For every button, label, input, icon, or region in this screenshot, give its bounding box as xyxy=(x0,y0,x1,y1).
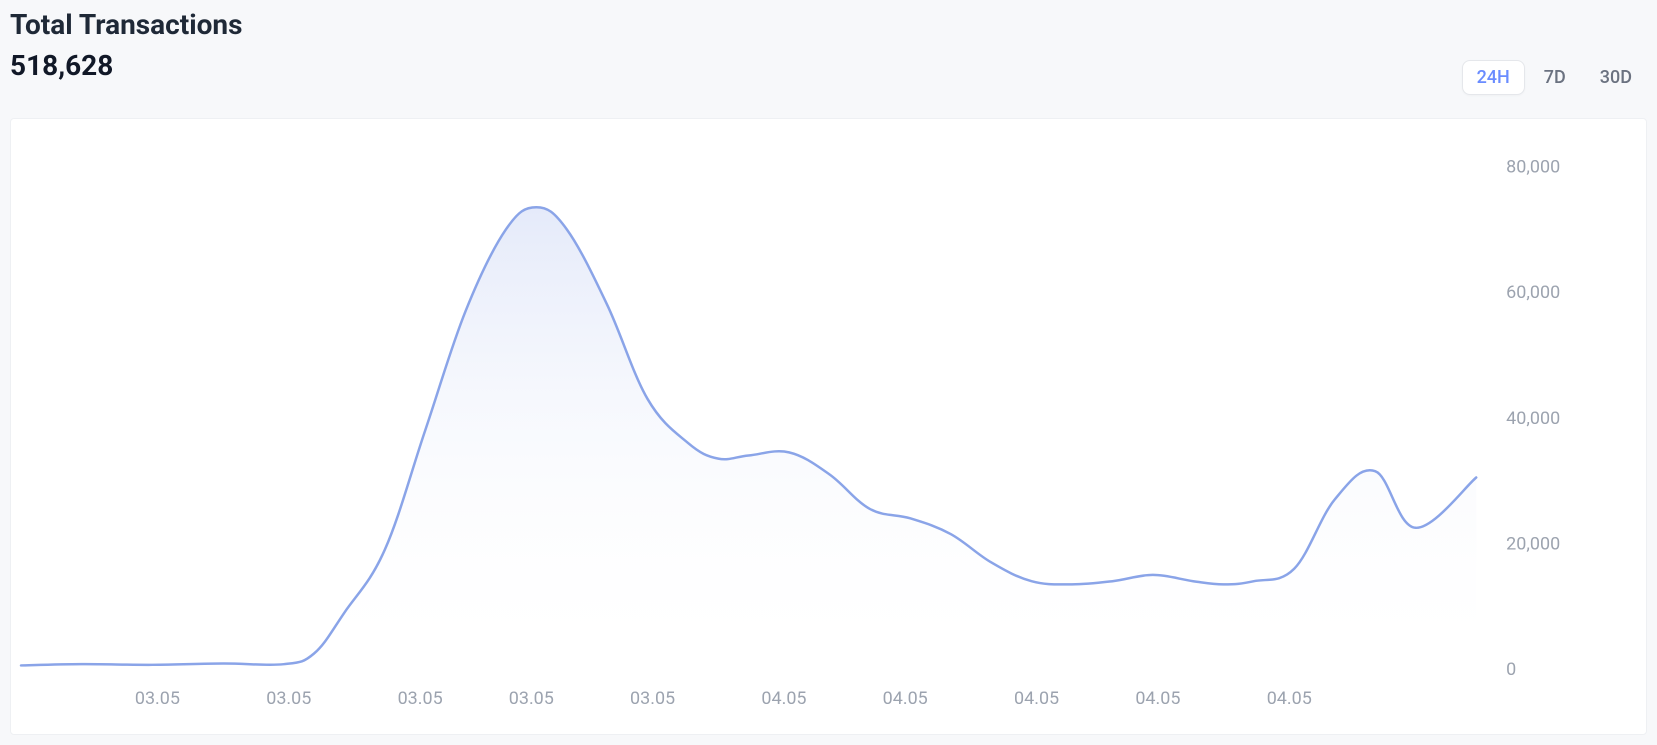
y-tick-label: 80,000 xyxy=(1506,156,1560,177)
time-range-toggle: 24H7D30D xyxy=(1462,60,1647,95)
x-tick-label: 04.05 xyxy=(1014,688,1059,709)
y-tick-label: 20,000 xyxy=(1506,533,1560,554)
x-tick-label: 04.05 xyxy=(883,688,928,709)
y-tick-label: 60,000 xyxy=(1506,282,1560,303)
range-30d[interactable]: 30D xyxy=(1585,60,1647,95)
range-24h[interactable]: 24H xyxy=(1462,60,1525,95)
total-value: 518,628 xyxy=(10,49,1647,82)
x-tick-label: 03.05 xyxy=(509,688,554,709)
x-tick-label: 04.05 xyxy=(761,688,806,709)
x-tick-label: 03.05 xyxy=(266,688,311,709)
x-tick-label: 03.05 xyxy=(398,688,443,709)
x-tick-label: 04.05 xyxy=(1135,688,1180,709)
range-7d[interactable]: 7D xyxy=(1529,60,1581,95)
y-tick-label: 40,000 xyxy=(1506,408,1560,429)
x-tick-label: 03.05 xyxy=(630,688,675,709)
x-tick-label: 04.05 xyxy=(1267,688,1312,709)
x-tick-label: 03.05 xyxy=(135,688,180,709)
transactions-chart: 0 20,000 40,000 60,000 80,000 03.05 03.05 03.0… xyxy=(10,118,1647,735)
y-tick-label: 0 xyxy=(1506,659,1516,680)
chart-title: Total Transactions xyxy=(10,8,1647,41)
